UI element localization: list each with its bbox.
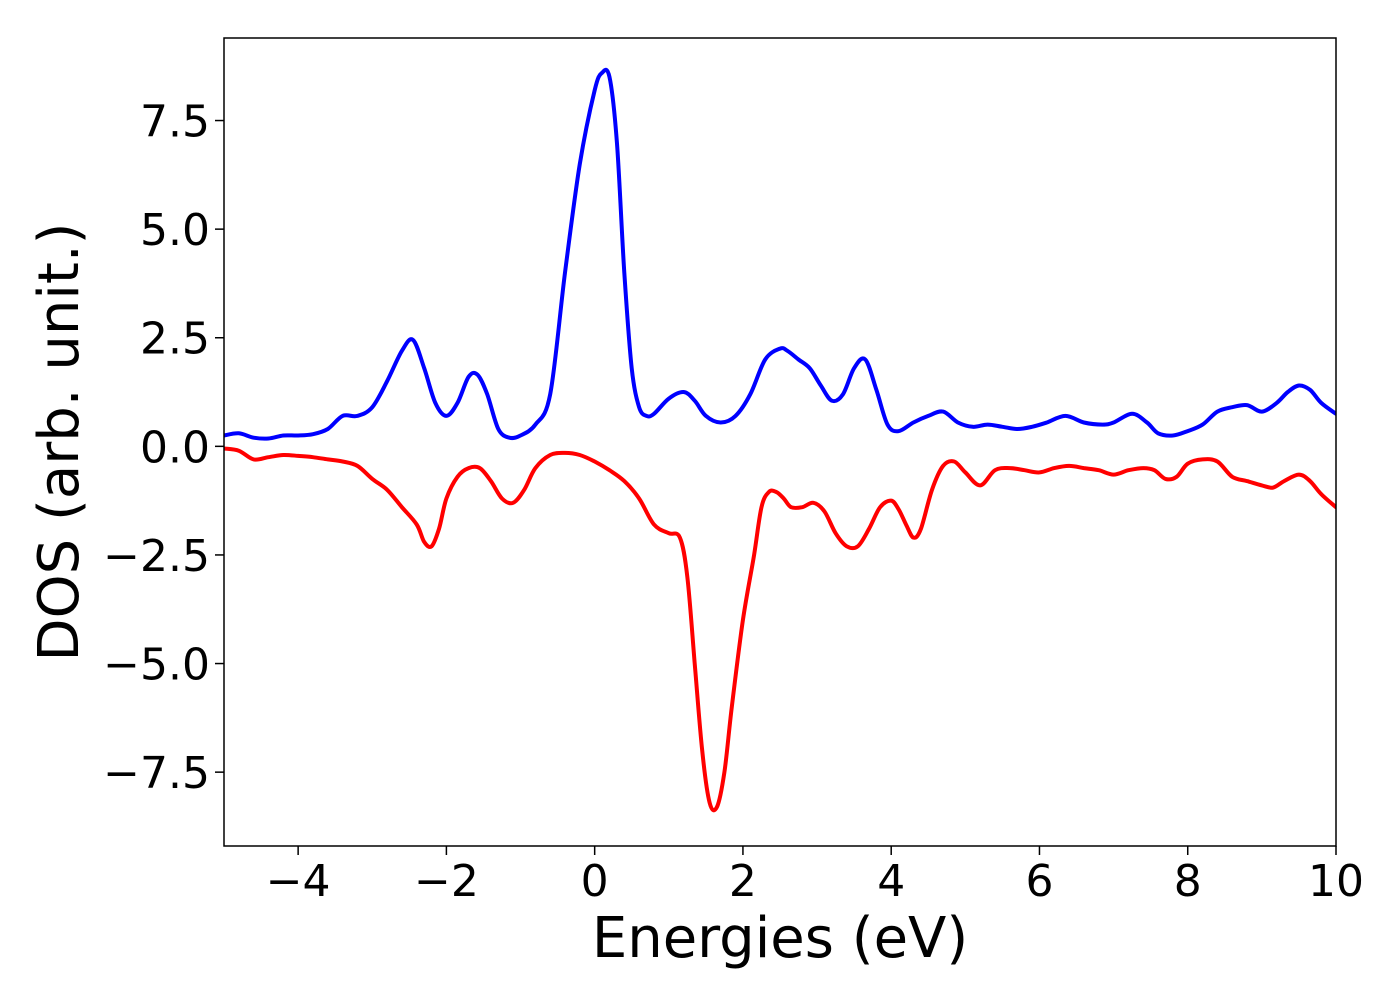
x-axis-title: Energies (eV) [592, 906, 968, 971]
tick-layer: −4 −2 0 2 4 6 8 10 7.5 5.0 2.5 0.0 −2.5 −5.0 −7.5 [103, 97, 1364, 907]
x-tick-label: −2 [414, 856, 479, 907]
x-tick-label: 0 [581, 856, 609, 907]
dos-series-blue-line [224, 67, 1336, 441]
plot-area-frame [223, 37, 1337, 847]
y-tick-label: −5.0 [103, 640, 210, 691]
x-tick-label: 10 [1308, 856, 1364, 907]
y-axis-title: DOS (arb. unit.) [27, 222, 92, 661]
x-tick-label: 4 [877, 856, 905, 907]
y-tick-label: −2.5 [103, 531, 210, 582]
y-tick-label: 7.5 [140, 97, 210, 148]
y-tick-label: −7.5 [103, 748, 210, 799]
y-tick-label: 0.0 [140, 422, 210, 473]
y-tick-label: 5.0 [140, 205, 210, 256]
y-tick-label: 2.5 [140, 314, 210, 365]
series-layer [224, 67, 1336, 813]
x-tick-label: 2 [729, 856, 757, 907]
x-tick-label: −4 [266, 856, 331, 907]
dos-series-red-line [224, 446, 1336, 813]
x-tick-label: 6 [1025, 856, 1053, 907]
x-tick-label: 8 [1174, 856, 1202, 907]
